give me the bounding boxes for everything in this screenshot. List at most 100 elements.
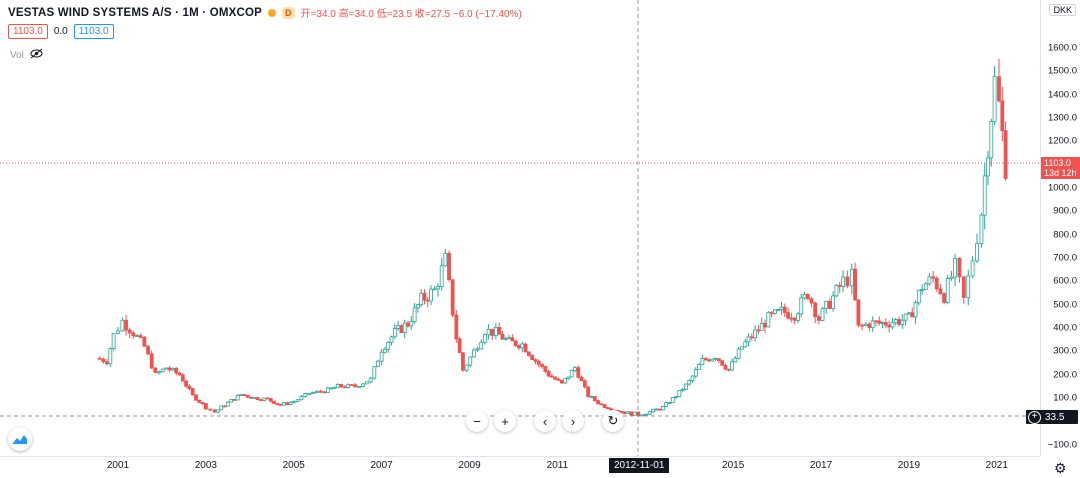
candle-up <box>108 348 113 365</box>
gear-icon[interactable]: ⚙ <box>1054 460 1067 476</box>
candle-up <box>111 332 116 349</box>
candle-up <box>357 385 362 388</box>
chart-pane[interactable] <box>0 0 1040 456</box>
price-tick-label: 900.0 <box>1053 205 1077 217</box>
candle-up <box>986 157 990 177</box>
candle-up <box>690 375 695 382</box>
price-tick-label: 100.0 <box>1053 392 1077 404</box>
crosshair-price-tag[interactable]: + 33.5 <box>1026 410 1078 424</box>
eye-hidden-icon[interactable] <box>30 48 43 62</box>
candle-up <box>361 383 365 387</box>
price-chart[interactable] <box>0 0 1040 456</box>
candle-down <box>142 336 147 347</box>
time-axis[interactable] <box>0 456 1040 478</box>
reset-chart-button[interactable]: ↻ <box>602 410 624 432</box>
candle-up <box>684 383 688 390</box>
candle-up <box>992 76 997 122</box>
candle-up <box>507 337 511 340</box>
candle-up <box>713 358 718 360</box>
candle-up <box>841 276 845 287</box>
candle-up <box>893 319 898 324</box>
candle-up <box>674 396 678 398</box>
candle-up <box>325 387 330 394</box>
candle-up <box>372 366 377 379</box>
candle-down <box>703 358 708 361</box>
candle-down <box>540 364 544 367</box>
price-tick-label: 1400.0 <box>1047 89 1077 101</box>
candle-up <box>383 348 387 353</box>
zoom-out-button[interactable]: − <box>466 410 488 432</box>
scroll-forward-button[interactable]: › <box>562 410 584 432</box>
candle-up <box>733 357 738 363</box>
plus-circle-icon[interactable]: + <box>1028 410 1041 424</box>
candle-up <box>907 312 911 315</box>
candle-down <box>536 360 541 365</box>
candle-down <box>789 317 794 320</box>
candle-up <box>799 297 804 315</box>
candle-up <box>779 306 784 310</box>
symbol-title[interactable]: VESTAS WIND SYSTEMS A/S · 1M · OMXCOP <box>8 6 263 19</box>
candle-down <box>816 316 821 321</box>
candle-up <box>332 386 337 389</box>
chart-navigation: − + ‹ › ↻ <box>466 410 624 432</box>
candle-up <box>654 408 659 411</box>
candle-down <box>208 408 213 411</box>
candle-down <box>723 364 728 370</box>
currency-badge[interactable]: DKK <box>1049 4 1076 16</box>
candle-up <box>472 349 476 358</box>
value-box-ask: 1103.0 <box>73 24 114 39</box>
candle-up <box>664 402 669 407</box>
candle-up <box>880 322 885 324</box>
candle-up <box>368 377 373 383</box>
candle-up <box>262 397 267 401</box>
zoom-in-button[interactable]: + <box>494 410 516 432</box>
candle-down <box>877 320 882 324</box>
last-price-tag: 1103.0 13d 12h <box>1041 157 1080 179</box>
candle-up <box>949 276 954 279</box>
candle-up <box>700 358 705 366</box>
candle-down <box>268 397 273 402</box>
candle-up <box>753 329 758 339</box>
candle-up <box>759 322 764 331</box>
tradingview-logo-icon[interactable] <box>8 427 32 451</box>
candle-up <box>464 364 469 371</box>
candle-down <box>105 361 109 365</box>
candle-down <box>827 300 832 309</box>
time-tick-label: 2015 <box>722 460 745 471</box>
candle-up <box>710 358 715 362</box>
candle-series <box>97 58 1008 417</box>
candle-down <box>543 366 548 372</box>
candle-up <box>216 409 220 413</box>
candle-up <box>252 397 257 399</box>
candle-up <box>364 381 369 385</box>
candle-down <box>961 276 966 298</box>
time-tick-label: 2021 <box>985 460 1008 471</box>
candle-down <box>726 368 731 371</box>
candle-up <box>903 313 908 321</box>
data-badge: D <box>282 6 295 19</box>
candle-down <box>805 293 810 300</box>
candle-up <box>120 319 125 332</box>
candle-down <box>203 403 208 410</box>
candle-down <box>222 405 227 408</box>
chart-legend: VESTAS WIND SYSTEMS A/S · 1M · OMXCOP D … <box>8 5 522 20</box>
candle-up <box>439 265 444 287</box>
candle-down <box>756 329 761 332</box>
candle-up <box>849 268 854 287</box>
candle-down <box>212 409 217 413</box>
candle-up <box>660 405 665 411</box>
price-tick-label: 1000.0 <box>1047 182 1077 194</box>
candle-down <box>716 358 721 362</box>
candle-down <box>931 276 935 279</box>
candle-up <box>392 328 397 338</box>
candle-up <box>468 356 473 366</box>
price-tick-label: 1300.0 <box>1047 112 1077 124</box>
candle-down <box>490 328 495 336</box>
price-axis[interactable]: DKK 1600.0 1500.0 1400.0 1300.0 1200.0 1000.0… <box>1040 0 1080 456</box>
candle-down <box>190 388 195 396</box>
scroll-back-button[interactable]: ‹ <box>534 410 556 432</box>
candle-down <box>769 312 774 315</box>
time-tick-label: 2003 <box>194 460 217 471</box>
candle-down <box>265 397 270 400</box>
candle-up <box>900 319 905 325</box>
